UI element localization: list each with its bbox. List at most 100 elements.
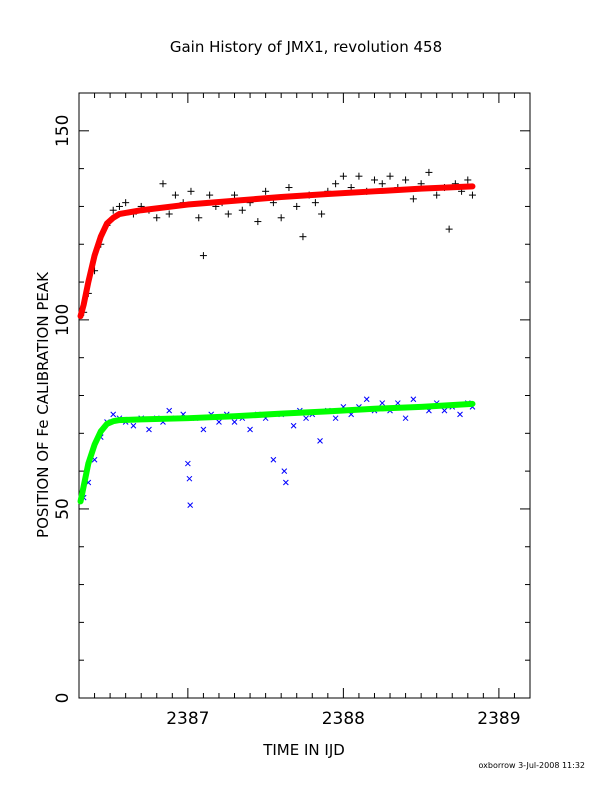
x-tick-label: 2388 [322,709,365,729]
plus-marker [318,210,326,218]
cross-marker [379,400,386,406]
series-layer [80,168,476,509]
cross-marker [332,415,339,422]
y-tick-labels: 0 50 100 150 [53,115,73,704]
plus-marker [277,214,285,222]
marker-stroke [186,475,193,482]
plus-marker [468,191,476,199]
x-tick-label: 2387 [166,709,209,729]
plus-marker [224,210,232,218]
plus-marker [238,206,246,214]
marker-stroke [185,460,191,467]
cross-marker [187,502,194,509]
plus-marker [339,172,347,180]
plus-marker [254,218,262,226]
minor-ticks [79,93,530,698]
plus-marker [402,176,410,184]
cross-marker [303,415,309,422]
plus-marker [199,252,207,260]
plus-marker [262,187,270,195]
plus-marker [109,206,117,214]
cross-marker [270,456,277,463]
cross-marker [185,460,191,467]
marker-stroke [363,396,370,403]
red-fit-curve [77,183,476,320]
chart-title: Gain History of JMX1, revolution 458 [170,38,442,56]
plus-marker [159,180,167,188]
marker-stroke [231,419,238,425]
plus-marker [425,168,433,176]
marker-stroke [402,415,409,422]
marker-stroke [332,415,339,422]
marker-stroke [394,400,401,406]
plus-marker [409,195,417,203]
major-ticks [79,93,530,699]
marker-stroke [282,479,289,486]
cross-marker [410,396,417,403]
marker-stroke [379,400,386,406]
plus-marker [378,180,386,188]
marker-stroke [317,438,323,444]
cross-marker [363,396,370,403]
plus-marker [231,191,239,199]
plus-marker [171,191,179,199]
plus-marker [433,191,441,199]
cross-marker [216,419,222,425]
plus-marker [299,233,307,241]
cross-marker [130,422,137,429]
green-fit-curve [77,400,476,505]
plus-marker [206,191,214,199]
marker-stroke [110,411,117,418]
plus-marker [464,176,472,184]
cross-marker [282,479,289,486]
y-tick-label: 0 [53,693,73,704]
plus-marker [115,202,123,210]
cross-marker [402,415,409,422]
cross-marker [441,407,448,414]
plus-marker [370,176,378,184]
marker-stroke [91,456,98,463]
plus-marker [386,172,394,180]
marker-stroke [410,396,417,403]
fit-layer [77,183,476,505]
x-tick-label: 2389 [477,709,520,729]
marker-stroke [303,415,309,422]
marker-stroke [146,426,152,433]
marker-stroke [130,422,137,429]
cross-marker [457,411,463,418]
plot-area [77,92,531,699]
y-tick-label: 50 [53,498,73,520]
cross-marker [290,422,297,429]
marker-stroke [247,426,253,433]
plus-marker [153,214,161,222]
y-tick-label: 100 [53,304,73,336]
plus-marker [355,172,363,180]
plus-marker [332,180,340,188]
plus-marker [187,187,195,195]
marker-stroke [166,407,173,414]
plus-marker [445,225,453,233]
y-tick-label: 150 [53,115,73,147]
x-axis-label: TIME IN IJD [262,741,345,759]
marker-stroke [281,468,288,474]
cross-marker [231,419,238,425]
plus-marker [293,202,301,210]
marker-stroke [200,426,207,433]
cross-marker [200,426,207,433]
marker-stroke [441,407,448,414]
plot-frame [78,92,531,699]
plus-marker [165,210,173,218]
plus-marker [311,199,319,207]
cross-marker [186,475,193,482]
plus-marker [122,199,130,207]
plus-marker [195,214,203,222]
cross-marker [247,426,253,433]
cross-marker [146,426,152,433]
marker-stroke [457,411,463,418]
cross-marker [110,411,117,418]
marker-stroke [270,456,277,463]
marker-stroke [187,502,194,509]
marker-stroke [216,419,222,425]
cross-marker [281,468,288,474]
